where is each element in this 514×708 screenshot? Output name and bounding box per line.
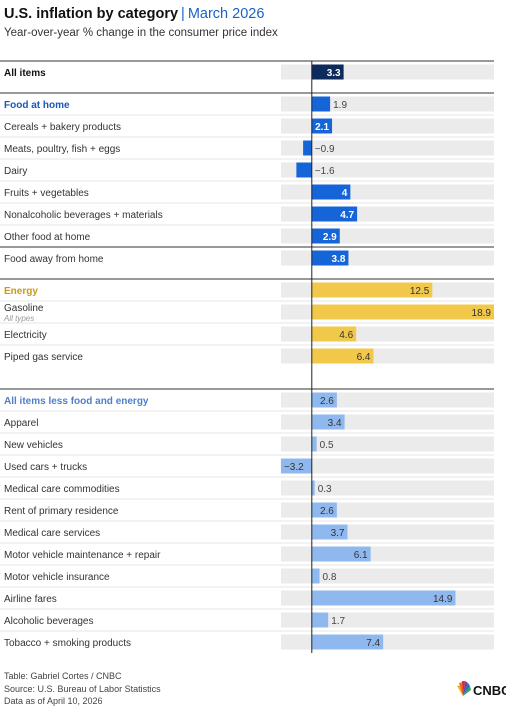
row-label: Electricity [4,330,47,341]
inflation-bar-chart: All items 3.3 Food at home 1.9 Cereals + bak… [0,60,494,653]
bar [311,348,374,364]
row-label: Medical care services [4,528,100,539]
bar [311,228,340,244]
value-label: −1.6 [315,166,335,177]
row-label: Medical care commodities [4,484,120,495]
footer-credit: Table: Gabriel Cortes / CNBC [4,671,122,681]
bar [311,304,494,320]
row-label: Alcoholic beverages [4,616,94,627]
value-label: 6.1 [354,550,368,561]
value-label: 12.5 [410,286,430,297]
value-label: 1.7 [331,616,345,627]
bar [311,546,371,562]
chart-header: U.S. inflation by category | March 2026 Ye… [4,6,278,39]
row-label: Food at home [4,100,70,111]
bar [296,162,312,178]
value-label: 2.6 [320,506,334,517]
title-line: U.S. inflation by category | March 2026 [4,6,278,23]
bar [311,480,315,496]
row-label: Fruits + vegetables [4,188,89,199]
bar [311,502,337,518]
bar-track [281,568,494,584]
row-label: Piped gas service [4,352,83,363]
value-label: 2.6 [320,396,334,407]
bar [311,414,345,430]
value-label: 2.1 [315,122,329,133]
value-label: 4.6 [339,330,353,341]
row-label: Motor vehicle maintenance + repair [4,550,161,561]
value-label: 3.3 [327,68,341,79]
chart-date: March 2026 [187,6,265,22]
value-label: −0.9 [315,144,335,155]
bar [311,64,344,80]
row-label: Apparel [4,418,38,429]
value-label: 14.9 [433,594,453,605]
bar-track [281,118,494,134]
row-label: All items less food and energy [4,396,149,407]
value-label: 6.4 [357,352,371,363]
value-label: 3.7 [331,528,345,539]
bar [311,96,331,112]
value-label: 2.9 [323,232,337,243]
value-label: −3.2 [284,462,304,473]
bar-track [281,162,494,178]
bar [311,524,348,540]
bar [311,282,433,298]
bar-track [281,480,494,496]
title-separator: | [181,6,185,22]
row-sublabel: All types [3,314,34,323]
row-label: All items [4,68,46,79]
row-label: Used cars + trucks [4,462,87,473]
row-label: Dairy [4,166,27,177]
row-label: Gasoline [4,303,44,314]
bar-track [281,458,494,474]
row-label: Nonalcoholic beverages + materials [4,210,163,221]
row-label: Airline fares [4,594,57,605]
value-label: 18.9 [472,308,492,319]
bar [311,250,349,266]
row-label: Meats, poultry, fish + eggs [4,144,120,155]
bar [311,184,351,200]
bar-track [281,436,494,452]
value-label: 0.5 [320,440,334,451]
bar [311,392,337,408]
value-label: 4 [342,188,348,199]
value-label: 4.7 [340,210,354,221]
bar [311,634,384,650]
row-label: Tobacco + smoking products [4,638,131,649]
value-label: 3.4 [328,418,342,429]
bar-track [281,612,494,628]
row-label: Other food at home [4,232,91,243]
bar [311,436,317,452]
bar [311,590,456,606]
bar [311,568,320,584]
chart-title: U.S. inflation by category [4,6,179,22]
value-label: 1.9 [333,100,347,111]
bar-track [281,96,494,112]
value-label: 3.8 [332,254,346,265]
bar-track [281,140,494,156]
row-label: Food away from home [4,254,104,265]
cnbc-logo: CNBC [457,681,506,698]
bar [311,118,333,134]
value-label: 7.4 [366,638,380,649]
row-label: Cereals + bakery products [4,122,121,133]
value-label: 0.8 [323,572,337,583]
row-label: Energy [4,286,38,297]
chart-subtitle: Year-over-year % change in the consumer … [4,27,278,39]
chart-footer: Table: Gabriel Cortes / CNBC Source: U.S… [4,670,161,708]
footer-source: Source: U.S. Bureau of Labor Statistics [4,683,161,694]
row-label: New vehicles [4,440,63,451]
row-label: Rent of primary residence [4,506,119,517]
peacock-icon [457,681,471,696]
row-label: Motor vehicle insurance [4,572,110,583]
footer-date: Data as of April 10, 2026 [4,696,103,706]
bar [303,140,312,156]
bar [311,326,357,342]
value-label: 0.3 [318,484,332,495]
bar [311,612,329,628]
bar [280,458,312,474]
bar [311,206,358,222]
cnbc-logo-text: CNBC [473,683,506,698]
